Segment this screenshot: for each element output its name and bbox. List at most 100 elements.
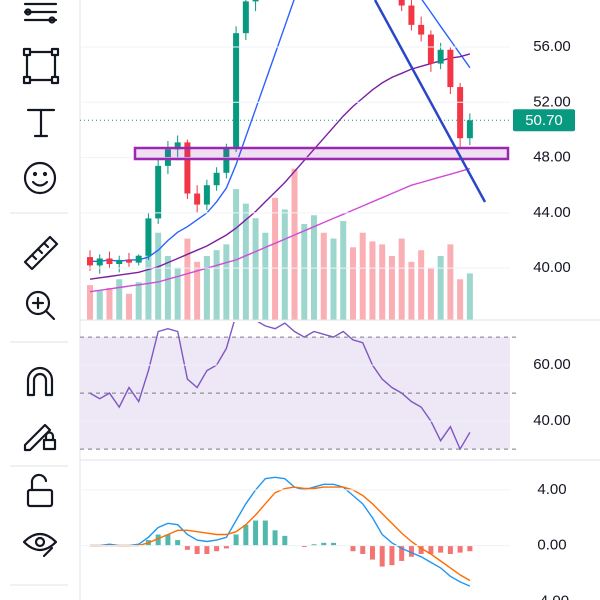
visibility-tool[interactable] <box>22 532 58 558</box>
histogram-bar <box>165 534 171 546</box>
volume-bar <box>437 256 444 320</box>
volume-bar <box>379 244 386 320</box>
y-tick-label: 56.00 <box>533 38 571 55</box>
candle-body <box>106 258 113 265</box>
candle-body <box>457 87 464 139</box>
y-tick-label: 0.00 <box>537 537 566 554</box>
volume-bar <box>359 232 366 320</box>
lock-tool[interactable] <box>26 473 54 508</box>
histogram-bar <box>301 545 307 548</box>
volume-bar <box>291 168 298 320</box>
volume-bar <box>330 238 337 320</box>
volume-bar <box>184 238 191 320</box>
volume-bar <box>135 282 142 320</box>
ruler-tool[interactable] <box>23 235 59 271</box>
indicator-line <box>89 322 471 451</box>
candle-body <box>184 142 191 194</box>
volume-bar <box>408 261 415 320</box>
candle-body <box>194 193 201 205</box>
lock-drawing-tool[interactable] <box>23 423 57 452</box>
volume-bar <box>203 256 210 320</box>
volume-bar <box>418 250 425 320</box>
histogram-bar <box>155 534 161 546</box>
volume-bar <box>87 285 93 320</box>
histogram-bar <box>321 542 327 546</box>
y-tick-label: 44.00 <box>533 204 571 221</box>
histogram-bar <box>360 545 366 554</box>
y-tick-label: 60.00 <box>533 356 571 373</box>
histogram-bar <box>272 530 278 546</box>
volume-bar <box>164 256 171 320</box>
histogram-bar <box>243 524 249 546</box>
volume-bar <box>398 238 405 320</box>
candle-body <box>213 172 220 186</box>
volume-bar <box>262 232 269 320</box>
zoom-tool[interactable] <box>25 290 56 321</box>
candle-body <box>203 185 210 205</box>
candle-body <box>87 257 93 266</box>
candle-body <box>233 33 240 148</box>
histogram-bar <box>175 540 181 546</box>
histogram-bar <box>311 544 317 546</box>
candle-body <box>447 49 454 88</box>
price-badge-label: 50.70 <box>525 112 563 129</box>
candle-body <box>437 49 444 64</box>
y-tick-label: -4.00 <box>535 592 569 600</box>
text-tool[interactable] <box>26 108 56 138</box>
toolbar <box>10 0 81 600</box>
histogram-bar <box>428 545 434 554</box>
y-tick-label: 40.00 <box>533 259 571 276</box>
volume-bar <box>174 267 181 320</box>
histogram-bar <box>467 545 473 552</box>
volume-bar <box>213 250 220 320</box>
volume-bar <box>223 244 230 320</box>
rectangle-tool[interactable] <box>22 47 60 85</box>
candle-body <box>252 0 259 2</box>
histogram-bar <box>379 545 385 567</box>
histogram-bar <box>350 545 356 552</box>
candle-body <box>418 24 425 35</box>
histogram-bar <box>399 545 405 561</box>
volume-bar <box>281 209 288 320</box>
candle-body <box>125 259 132 263</box>
candle-body <box>116 259 123 265</box>
volume-bar <box>466 273 473 320</box>
histogram-bar <box>253 520 259 546</box>
volume-bar <box>242 203 249 320</box>
histogram-bar <box>389 545 395 566</box>
magnet-tool[interactable] <box>26 366 54 397</box>
histogram-bar <box>184 545 190 550</box>
volume-bar <box>272 197 279 320</box>
volume-bar <box>349 247 356 320</box>
candle-body <box>145 218 152 256</box>
histogram-bar <box>369 545 375 560</box>
price-badge <box>513 109 575 132</box>
volume-bar <box>194 261 201 320</box>
indicator-line <box>90 0 471 263</box>
candle-body <box>155 165 162 219</box>
fib-tool[interactable] <box>23 2 58 24</box>
volume-bar <box>457 279 464 320</box>
volume-bar <box>106 288 113 320</box>
candle-body <box>223 147 230 173</box>
volume-bar <box>125 293 132 320</box>
indicator-line <box>90 486 471 582</box>
volume-bar <box>320 232 327 320</box>
volume-bar <box>340 221 347 320</box>
candle-body <box>242 1 249 34</box>
volume-bar <box>447 244 454 320</box>
y-tick-label: 48.00 <box>533 149 571 166</box>
histogram-bar <box>457 545 463 553</box>
candle-body <box>398 0 405 6</box>
drawn-rectangle <box>133 146 510 161</box>
indicator-line <box>90 476 471 587</box>
volume-bar <box>233 189 240 320</box>
histogram-bar <box>204 545 210 554</box>
histogram-bar <box>214 545 220 552</box>
volume-bar <box>369 241 376 320</box>
emoji-tool[interactable] <box>23 161 57 195</box>
volume-bar <box>116 279 123 320</box>
histogram-bar <box>194 545 200 554</box>
histogram-bar <box>331 542 336 546</box>
histogram-bar <box>233 534 239 546</box>
